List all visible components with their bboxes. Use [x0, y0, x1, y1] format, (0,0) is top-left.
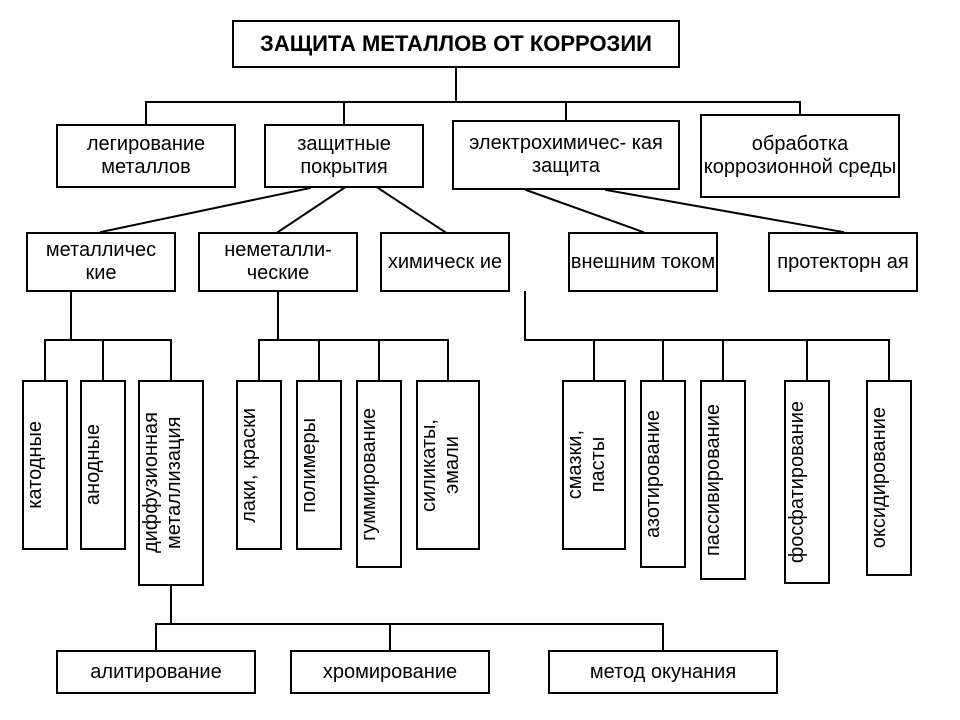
node-s1: металличес кие — [26, 232, 176, 292]
node-label: азотирование — [642, 410, 684, 538]
node-label: алитирование — [58, 661, 254, 684]
node-v10: пассивирование — [700, 380, 746, 580]
node-label: катодные — [24, 421, 66, 509]
node-v7: силикаты, эмали — [416, 380, 480, 550]
node-label: гуммирование — [358, 408, 400, 541]
node-s5: протекторн ая — [768, 232, 918, 292]
node-c2: защитные покрытия — [264, 124, 424, 188]
node-label: неметалли- ческие — [200, 239, 356, 285]
node-label: обработка коррозионной среды — [702, 133, 898, 179]
node-v4: лаки, краски — [236, 380, 282, 550]
node-v6: гуммирование — [356, 380, 402, 568]
node-label: смазки, пасты — [564, 430, 624, 499]
node-label: фосфатирование — [786, 401, 828, 563]
node-s4: внешним током — [568, 232, 718, 292]
node-label: пассивирование — [702, 404, 744, 556]
node-label: полимеры — [298, 418, 340, 513]
node-v9: азотирование — [640, 380, 686, 568]
node-c4: обработка коррозионной среды — [700, 114, 900, 198]
node-label: защитные покрытия — [266, 133, 422, 179]
node-v11: фосфатирование — [784, 380, 830, 584]
node-v5: полимеры — [296, 380, 342, 550]
node-v2: анодные — [80, 380, 126, 550]
node-label: металличес кие — [28, 239, 174, 285]
node-label: легирование металлов — [58, 133, 234, 179]
node-label: лаки, краски — [238, 408, 280, 523]
node-b2: хромирование — [290, 650, 490, 694]
node-root: ЗАЩИТА МЕТАЛЛОВ ОТ КОРРОЗИИ — [232, 20, 680, 68]
node-label: диффузионная металлизация — [140, 412, 202, 553]
node-label: протекторн ая — [770, 251, 916, 274]
diagram-stage: ЗАЩИТА МЕТАЛЛОВ ОТ КОРРОЗИИ легирование м… — [0, 0, 960, 720]
node-c3: электрохимичес- кая защита — [452, 120, 680, 190]
node-label: метод окунания — [550, 661, 776, 684]
node-label: силикаты, эмали — [418, 419, 478, 512]
node-label: электрохимичес- кая защита — [454, 132, 678, 178]
node-v3: диффузионная металлизация — [138, 380, 204, 586]
node-label: химическ ие — [382, 251, 508, 274]
node-label: ЗАЩИТА МЕТАЛЛОВ ОТ КОРРОЗИИ — [234, 31, 678, 56]
node-b3: метод окунания — [548, 650, 778, 694]
node-b1: алитирование — [56, 650, 256, 694]
node-label: анодные — [82, 424, 124, 505]
node-v12: оксидирование — [866, 380, 912, 576]
node-s3: химическ ие — [380, 232, 510, 292]
node-v1: катодные — [22, 380, 68, 550]
node-v8: смазки, пасты — [562, 380, 626, 550]
node-c1: легирование металлов — [56, 124, 236, 188]
edges-layer — [0, 0, 960, 720]
node-label: внешним током — [570, 251, 716, 274]
node-label: оксидирование — [868, 407, 910, 548]
node-label: хромирование — [292, 661, 488, 684]
node-s2: неметалли- ческие — [198, 232, 358, 292]
